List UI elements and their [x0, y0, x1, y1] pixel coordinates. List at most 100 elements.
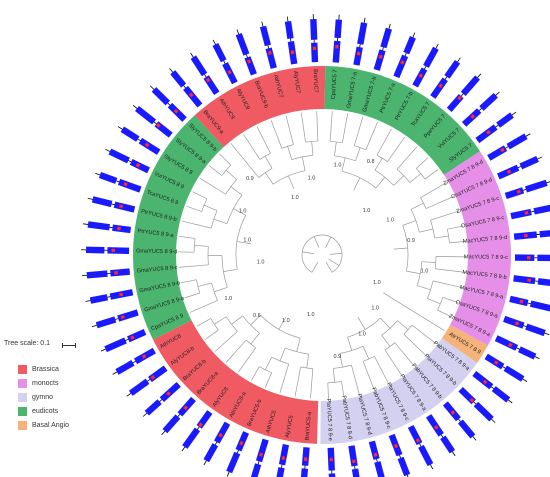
gene-structure [95, 171, 142, 193]
branch [184, 292, 200, 299]
leaf-label: AthYUC7 [272, 74, 284, 98]
branch [311, 261, 319, 273]
gene-structure [284, 16, 298, 65]
gene-structure [85, 289, 134, 304]
branch [311, 141, 314, 156]
gene-structure [442, 401, 477, 441]
gene-structure [388, 433, 411, 477]
branch [208, 165, 222, 176]
legend-swatch [18, 407, 27, 416]
branch [231, 315, 243, 325]
gene-structure [504, 179, 550, 199]
branch [225, 339, 247, 363]
gene-structure [407, 424, 434, 470]
gene-structure [112, 347, 156, 375]
branch [410, 202, 424, 210]
branch-arc [258, 168, 273, 178]
branch [329, 253, 342, 255]
branch [403, 334, 426, 356]
branch [213, 218, 228, 224]
branch [237, 241, 251, 245]
bootstrap-label: 1.0 [224, 296, 232, 302]
branch [233, 208, 246, 216]
branch-arc [363, 355, 375, 362]
gene-structure [472, 370, 513, 404]
branch [178, 264, 209, 268]
branch [374, 356, 389, 384]
leaf-label: AlyYUC7 [292, 71, 301, 94]
branch [341, 381, 345, 398]
clade-sector [444, 151, 511, 346]
gene-structure [87, 196, 136, 213]
gene-structure [327, 447, 336, 477]
branch [394, 342, 415, 366]
branch-arc [221, 255, 228, 288]
branch-arc [271, 356, 289, 365]
branch [430, 210, 460, 221]
branch-arc [196, 279, 201, 294]
gene-structure-ring [81, 14, 550, 477]
branch [197, 282, 212, 287]
gene-structure [497, 156, 543, 180]
branch [393, 247, 408, 250]
tree-branches [178, 111, 466, 399]
branch [205, 329, 219, 340]
branch [365, 121, 378, 150]
branch [230, 143, 260, 178]
leaf-label: AlyYUC5 [285, 415, 295, 438]
branch [432, 280, 463, 289]
branch-arc [437, 297, 444, 311]
bootstrap-label: 1.0 [308, 176, 316, 182]
branch-arc [427, 280, 434, 299]
branch-arc [242, 315, 260, 334]
gene-structure [487, 133, 531, 161]
branch [306, 354, 309, 369]
branch-arc [281, 144, 294, 149]
branch [355, 147, 361, 161]
gene-structure [82, 221, 132, 234]
branch [437, 309, 453, 318]
gene-structure [368, 440, 387, 477]
branch [243, 134, 261, 160]
branch [329, 111, 333, 142]
bootstrap-label: 1.0 [334, 162, 342, 168]
bootstrap-label: 1.0 [243, 238, 251, 244]
gene-structure [412, 43, 439, 88]
branch [285, 115, 294, 145]
branch [362, 346, 370, 360]
bootstrap-label: 0.9 [246, 176, 254, 182]
branch-arc [225, 179, 237, 195]
bootstrap-label: 1.0 [257, 259, 265, 265]
branch-arc [259, 152, 271, 160]
branch [230, 186, 243, 196]
bootstrap-label: 1.0 [358, 332, 366, 338]
leaf-label: MacYUC5 7 8 9-d [463, 235, 508, 245]
gene-structure [169, 68, 203, 108]
branch [380, 317, 391, 329]
gene-structure [161, 396, 196, 436]
branch [376, 128, 392, 156]
bootstrap-label: 1.0 [371, 305, 379, 311]
gene-structure [425, 414, 456, 457]
bootstrap-label: 1.0 [421, 269, 429, 275]
branch [279, 347, 286, 362]
gene-structure [100, 329, 147, 353]
branch [270, 120, 283, 149]
gene-structure [274, 443, 290, 477]
branch [383, 292, 445, 331]
gene-structure [142, 381, 181, 417]
branch [287, 146, 293, 160]
branch-arc [339, 345, 364, 354]
gene-structure [393, 32, 416, 79]
gene-structure [513, 229, 550, 240]
branch-arc [300, 366, 313, 369]
branch-arc [410, 209, 420, 233]
branch [434, 235, 449, 239]
branch [421, 261, 436, 263]
branch [250, 332, 260, 345]
bootstrap-label: 1.0 [291, 195, 299, 201]
branch [256, 126, 271, 154]
legend-label: Basal Angio [32, 422, 69, 429]
branch-arc [226, 194, 243, 224]
branch [238, 347, 257, 373]
